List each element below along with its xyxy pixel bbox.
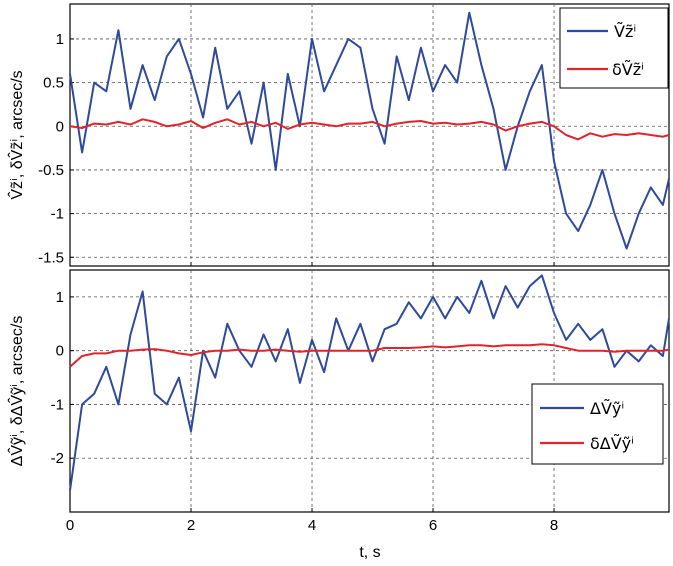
bottom-legend-label-1: δΔṼỹⁱ bbox=[590, 434, 634, 453]
bottom-legend: ΔṼỹⁱ δΔṼỹⁱ bbox=[531, 383, 664, 465]
series-line-1 bbox=[69, 118, 670, 141]
bottom-x-ticks: 0 2 4 6 8 bbox=[66, 517, 558, 534]
bottom-series-lines bbox=[69, 274, 670, 491]
bottom-y-axis-label: ΔV̂ỹⁱ, δΔV̂ỹⁱ, arcsec/s bbox=[6, 316, 26, 467]
x-tick-label: 2 bbox=[187, 517, 195, 534]
x-tick-label: 6 bbox=[429, 517, 437, 534]
top-series-lines bbox=[69, 11, 670, 250]
bottom-legend-label-0: ΔṼỹⁱ bbox=[590, 399, 624, 418]
top-legend-label-1: δṼz̃ⁱ bbox=[612, 60, 644, 79]
bottom-panel: 1 0 -1 -2 0 2 4 6 8 ΔṼỹⁱ δΔṼỹⁱ ΔV̂ỹⁱ, δΔV̂ỹⁱ, a… bbox=[6, 269, 670, 561]
top-legend-box bbox=[559, 7, 669, 89]
x-tick-label: 8 bbox=[550, 517, 558, 534]
y-tick-label: 0 bbox=[56, 118, 64, 135]
x-tick-label: 4 bbox=[308, 517, 316, 534]
y-tick-label: -0.5 bbox=[38, 162, 64, 179]
x-axis-label: t, s bbox=[359, 544, 380, 561]
x-tick-label: 0 bbox=[66, 517, 74, 534]
series-line-0 bbox=[69, 274, 670, 491]
y-tick-label: -1 bbox=[51, 206, 64, 223]
y-tick-label: -2 bbox=[51, 450, 64, 467]
bottom-legend-box bbox=[531, 383, 664, 465]
top-y-ticks: 1 0.5 0 -0.5 -1 -1.5 bbox=[38, 31, 64, 266]
y-tick-label: 0 bbox=[56, 343, 64, 360]
top-legend: Ṽz̃ⁱ δṼz̃ⁱ bbox=[559, 7, 669, 89]
y-tick-label: 1 bbox=[56, 31, 64, 48]
top-legend-label-0: Ṽz̃ⁱ bbox=[614, 22, 636, 41]
y-tick-label: -1.5 bbox=[38, 249, 64, 266]
bottom-y-ticks: 1 0 -1 -2 bbox=[51, 289, 64, 467]
top-panel: 1 0.5 0 -0.5 -1 -1.5 Ṽz̃ⁱ δṼz̃ⁱ V̂z̃ⁱ, δV̂z̃ⁱ… bbox=[6, 3, 670, 267]
series-line-1 bbox=[69, 343, 670, 368]
y-tick-label: 0.5 bbox=[43, 75, 64, 92]
y-tick-label: 1 bbox=[56, 289, 64, 306]
top-y-axis-label: V̂z̃ⁱ, δV̂z̃ⁱ, arcsec/s bbox=[6, 70, 26, 199]
series-line-0 bbox=[69, 11, 670, 250]
y-tick-label: -1 bbox=[51, 396, 64, 413]
